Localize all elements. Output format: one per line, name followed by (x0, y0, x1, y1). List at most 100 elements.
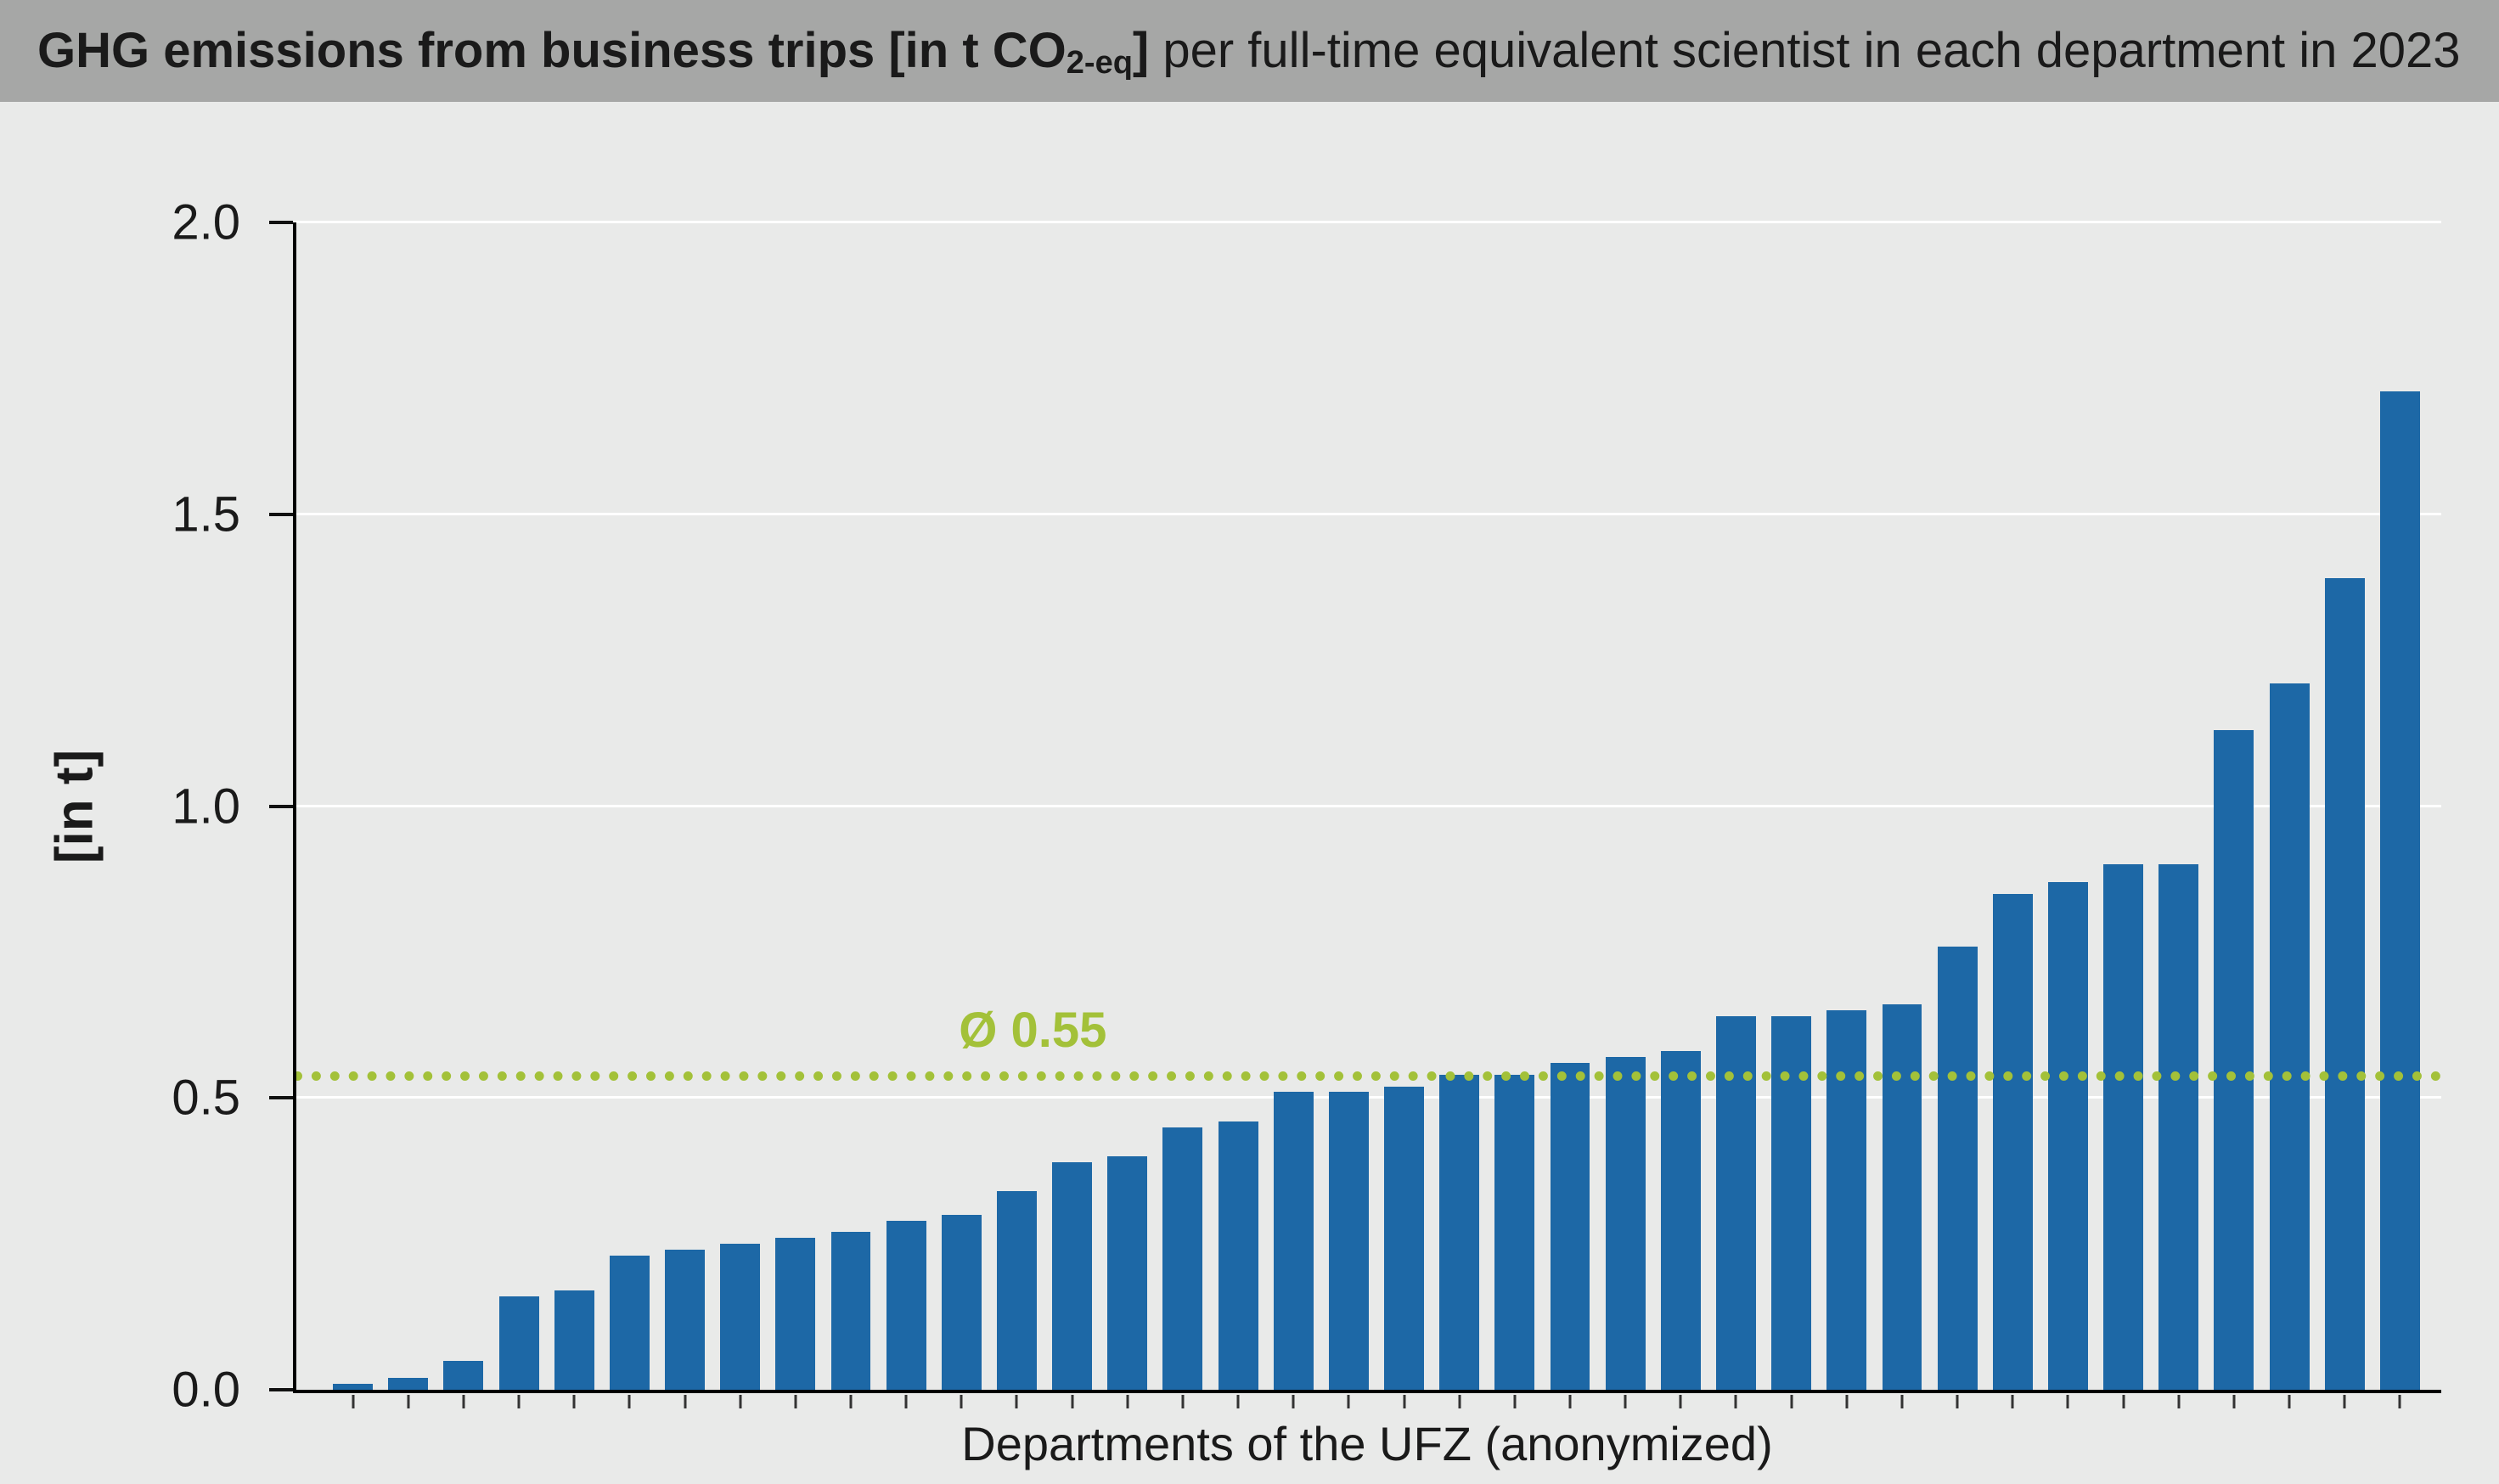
y-axis-line (293, 222, 296, 1390)
bar (1384, 1086, 1424, 1390)
bar (775, 1238, 816, 1390)
bar-slot (1653, 222, 1708, 1408)
gridline (293, 804, 2441, 807)
x-axis-tick (1513, 1395, 1517, 1408)
bar (665, 1250, 705, 1390)
bar-slot (2096, 222, 2151, 1408)
x-axis-tick (1347, 1395, 1350, 1408)
x-axis-tick (1900, 1395, 1904, 1408)
bar-slot (989, 222, 1044, 1408)
y-axis-tick-label: 0.0 (172, 1362, 240, 1418)
x-axis-tick (2232, 1395, 2236, 1408)
x-axis-tick (2343, 1395, 2346, 1408)
x-axis-line (293, 1390, 2441, 1393)
x-axis-tick (1292, 1395, 1295, 1408)
bar (941, 1214, 982, 1390)
bar-slot (602, 222, 657, 1408)
x-axis-tick (1236, 1395, 1240, 1408)
average-line (293, 1071, 2441, 1081)
bar-slot (1044, 222, 1100, 1408)
bar-slot (1874, 222, 1929, 1408)
bar (388, 1378, 429, 1390)
bar-slot (823, 222, 878, 1408)
x-axis-tick (1458, 1395, 1461, 1408)
plot-area: Ø 0.55 0.0 0.5 1.0 1.5 2.0 (172, 195, 2441, 1418)
bar (1826, 1010, 1867, 1390)
y-axis-tick (269, 1388, 293, 1391)
bar (1494, 1074, 1535, 1390)
bar-slot (657, 222, 712, 1408)
bar-slot (2261, 222, 2316, 1408)
chart-title-secondary: per full-time equivalent scientist in ea… (1149, 23, 2461, 78)
y-axis-tick (269, 804, 293, 808)
bar-slot (2372, 222, 2428, 1408)
average-label: Ø 0.55 (959, 1002, 1107, 1058)
bar-slot (436, 222, 491, 1408)
bar-slot (934, 222, 989, 1408)
bar-slot (1930, 222, 1985, 1408)
y-axis-tick (269, 1096, 293, 1100)
bar-slot (1376, 222, 1432, 1408)
y-axis-title: [in t] (45, 749, 104, 864)
x-axis-tick (2288, 1395, 2291, 1408)
x-axis-tick (1181, 1395, 1185, 1408)
bar-slot (1708, 222, 1764, 1408)
bar-slot (2206, 222, 2261, 1408)
x-axis-tick (1734, 1395, 1737, 1408)
x-axis-tick (352, 1395, 355, 1408)
chart-title-main: GHG emissions from business trips [in t … (37, 23, 1067, 78)
bar-slot (1819, 222, 1874, 1408)
y-axis-tick-label: 2.0 (172, 194, 240, 250)
bar (2047, 881, 2088, 1390)
x-axis-tick (1624, 1395, 1627, 1408)
x-axis-tick (794, 1395, 797, 1408)
bar (2158, 864, 2199, 1390)
bar-slot (2040, 222, 2096, 1408)
bar-slot (1432, 222, 1487, 1408)
gridline (293, 512, 2441, 515)
y-axis-tick (269, 221, 293, 224)
x-axis-title: Departments of the UFZ (anonymized) (961, 1417, 1773, 1470)
y-axis-tick-label: 1.5 (172, 486, 240, 542)
x-axis-tick (904, 1395, 908, 1408)
chart-title-bar: GHG emissions from business trips [in t … (0, 0, 2499, 102)
x-axis-tick (517, 1395, 521, 1408)
bar (1107, 1156, 1148, 1390)
x-axis-tick (462, 1395, 465, 1408)
x-axis-tick (1071, 1395, 1074, 1408)
x-axis-tick (572, 1395, 576, 1408)
bar (2379, 391, 2420, 1390)
bar (554, 1290, 594, 1390)
bar-slot (2317, 222, 2372, 1408)
y-axis-tick (269, 512, 293, 516)
bar-slot (2151, 222, 2206, 1408)
bar (2269, 683, 2310, 1390)
x-axis-tick (2011, 1395, 2014, 1408)
y-axis-tick-label: 1.0 (172, 779, 240, 834)
bar-slot (768, 222, 823, 1408)
bar (2324, 578, 2365, 1390)
x-axis-tick (1956, 1395, 1959, 1408)
bar-slot (879, 222, 934, 1408)
bar (1937, 946, 1978, 1390)
bar (333, 1384, 374, 1390)
chart-title-subscript: 2-eq (1066, 45, 1133, 81)
bar-slot (1985, 222, 2040, 1408)
bar-slot (1764, 222, 1819, 1408)
bar-slot (1155, 222, 1210, 1408)
gridline (293, 221, 2441, 223)
bar (1273, 1092, 1314, 1390)
x-axis-tick (1568, 1395, 1572, 1408)
bars-container (293, 222, 2441, 1408)
bar (1605, 1057, 1646, 1390)
x-axis-tick (1845, 1395, 1849, 1408)
x-axis-tick (1403, 1395, 1406, 1408)
x-axis-tick (2066, 1395, 2069, 1408)
bar (997, 1191, 1037, 1390)
bar (1328, 1092, 1369, 1390)
x-axis-tick (739, 1395, 742, 1408)
x-axis-tick (960, 1395, 963, 1408)
bar-slot (1211, 222, 1266, 1408)
x-axis-tick (2398, 1395, 2401, 1408)
bar (886, 1220, 926, 1390)
